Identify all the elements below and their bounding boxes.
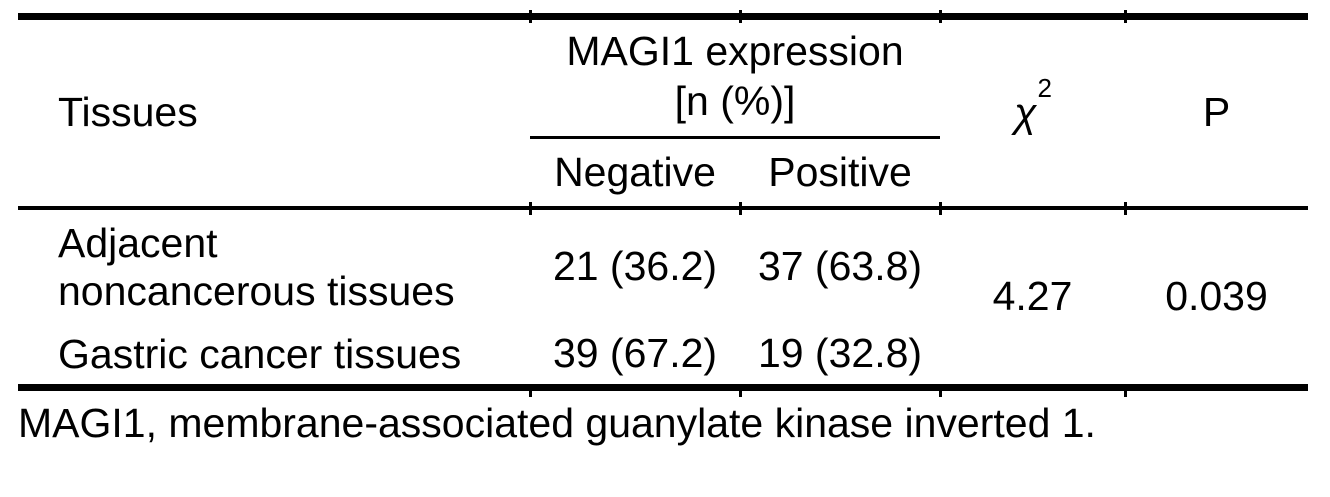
negative-count-cell: 39 (67.2) [552,330,718,377]
rule-tick [1124,202,1127,215]
chi-symbol: χ [1014,90,1037,137]
tissue-label: Gastric cancer tissues [58,330,462,377]
column-header-p-value: P [1125,16,1308,210]
rule-tick [739,384,742,397]
column-header-negative: Negative [530,137,740,210]
column-header-tissues: Tissues [18,16,530,210]
header-row-group: Tissues MAGI1 expression [n (%)] χ2 P [18,16,1308,210]
tissue-label: Adjacent noncancerous tissues [58,219,455,314]
rule-tick [739,202,742,215]
rule-tick [1124,10,1127,23]
table-header: Tissues MAGI1 expression [n (%)] χ2 P Ne… [18,16,1308,210]
rule-tick [529,202,532,215]
magi1-expression-table: Tissues MAGI1 expression [n (%)] χ2 P Ne… [18,13,1308,391]
rule-tick [739,10,742,23]
rule-tick [939,202,942,215]
table-body: Adjacent noncancerous tissues 21 (36.2) … [18,208,1308,388]
table-footnote: MAGI1, membrane-associated guanylate kin… [18,400,1096,446]
rule-tick [529,10,532,23]
p-value-cell: 0.039 [1165,273,1268,320]
positive-count-cell: 37 (63.8) [757,243,923,289]
column-header-chi-square: χ2 [940,16,1125,210]
column-header-magi1-expression: MAGI1 expression [n (%)] [530,16,940,139]
negative-count-cell: 21 (36.2) [552,243,718,289]
rule-tick [529,384,532,397]
header-row-sub: Negative Positive [18,137,1308,210]
rule-tick [1124,384,1127,397]
column-header-positive: Positive [740,137,940,210]
rule-tick [939,384,942,397]
chi-superscript: 2 [1037,73,1052,104]
table-row: Gastric cancer tissues 39 (67.2) 19 (32.… [18,324,1308,388]
statistics-table-wrap: Tissues MAGI1 expression [n (%)] χ2 P Ne… [18,10,1308,447]
rule-tick [939,10,942,23]
positive-count-cell: 19 (32.8) [757,330,923,377]
chi-square-value-cell: 4.27 [992,273,1073,320]
table-row: Adjacent noncancerous tissues 21 (36.2) … [18,208,1308,324]
